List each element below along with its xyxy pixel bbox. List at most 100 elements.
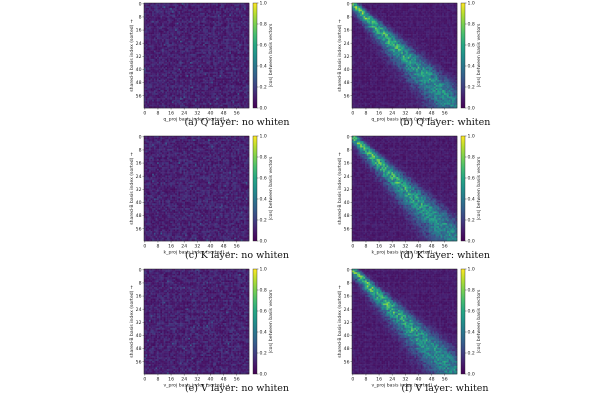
heatmap-cell	[176, 93, 179, 96]
heatmap-cell	[401, 9, 404, 12]
heatmap-cell	[430, 21, 433, 23]
heatmap-cell	[415, 11, 418, 14]
heatmap-cell	[201, 7, 204, 10]
heatmap-cell	[178, 44, 181, 46]
heatmap-cell	[358, 9, 361, 12]
heatmap-cell	[166, 99, 169, 102]
heatmap-cell	[193, 94, 196, 97]
heatmap-cell	[206, 73, 209, 76]
heatmap-cell	[199, 85, 202, 87]
heatmap-cell	[221, 53, 223, 56]
heatmap-cell	[384, 4, 387, 7]
heatmap-cell	[173, 19, 176, 22]
heatmap-cell	[147, 65, 150, 68]
heatmap-cell	[203, 106, 205, 109]
heatmap-cell	[209, 48, 212, 51]
heatmap-cell	[171, 86, 174, 89]
heatmap-cell	[155, 34, 158, 37]
heatmap-cell	[201, 93, 204, 96]
heatmap-cell	[245, 17, 248, 20]
heatmap-cell	[157, 103, 160, 105]
heatmap-cell	[204, 57, 207, 60]
heatmap-cell	[148, 40, 151, 43]
heatmap-cell	[230, 9, 233, 12]
heatmap-cell	[166, 88, 169, 91]
heatmap-cell	[193, 93, 196, 96]
heatmap-cell	[376, 17, 379, 20]
heatmap-cell	[176, 88, 179, 91]
heatmap-cell	[219, 104, 222, 107]
heatmap-cell	[237, 63, 240, 66]
heatmap-cell	[189, 104, 192, 107]
heatmap-cell	[239, 9, 242, 12]
heatmap-cell	[199, 62, 202, 64]
heatmap-cell	[409, 16, 412, 19]
heatmap-cell	[185, 91, 187, 94]
heatmap-cell	[148, 60, 151, 63]
heatmap-cell	[155, 81, 158, 84]
heatmap-cell	[144, 52, 146, 55]
heatmap-cell	[178, 66, 181, 69]
heatmap-cell	[147, 58, 150, 61]
heatmap-cell	[216, 68, 219, 71]
heatmap-cell	[191, 85, 194, 87]
heatmap-cell	[183, 39, 186, 41]
heatmap-cell	[381, 3, 384, 5]
heatmap-cell	[244, 94, 246, 97]
heatmap-cell	[201, 104, 204, 107]
heatmap-cell	[247, 9, 250, 12]
heatmap-cell	[212, 9, 215, 12]
heatmap-cell	[176, 11, 179, 14]
heatmap-cell	[181, 4, 184, 7]
heatmap-cell	[145, 44, 148, 46]
heatmap-cell	[191, 16, 194, 19]
heatmap-cell	[148, 63, 151, 66]
heatmap-cell	[399, 21, 402, 23]
heatmap-cell	[168, 32, 171, 35]
heatmap-cell	[397, 9, 400, 12]
heatmap-cell	[214, 16, 217, 19]
heatmap-cell	[383, 4, 386, 7]
heatmap-cell	[198, 98, 201, 101]
heatmap-cell	[221, 16, 223, 19]
heatmap-cell	[407, 6, 410, 9]
heatmap-cell	[445, 14, 448, 17]
heatmap-cell	[227, 98, 230, 101]
heatmap-cell	[404, 17, 407, 20]
heatmap-cell	[196, 39, 199, 41]
y-tick-label: 40	[136, 67, 142, 73]
heatmap-cell	[437, 21, 440, 23]
heatmap-cell	[429, 17, 431, 20]
heatmap-cell	[186, 12, 189, 15]
heatmap-cell	[150, 58, 153, 61]
heatmap-cell	[155, 65, 158, 68]
heatmap-cell	[181, 73, 184, 76]
heatmap-cell	[422, 12, 425, 15]
heatmap-cell	[222, 70, 225, 73]
heatmap-cell	[240, 83, 243, 86]
heatmap-cell	[158, 14, 161, 17]
heatmap-cell	[180, 39, 182, 41]
heatmap-cell	[376, 11, 379, 14]
heatmap-cell	[185, 76, 187, 79]
heatmap-cell	[237, 104, 240, 107]
heatmap-cell	[165, 78, 168, 81]
heatmap-cell	[145, 48, 148, 51]
heatmap-cell	[440, 17, 443, 20]
heatmap-cell	[211, 30, 214, 33]
heatmap-cell	[224, 9, 227, 12]
heatmap-cell	[158, 96, 161, 99]
heatmap-cell	[230, 7, 233, 10]
heatmap-cell	[158, 47, 161, 50]
heatmap-cell	[234, 47, 237, 50]
heatmap-cell	[229, 101, 232, 104]
heatmap-cell	[412, 21, 415, 23]
heatmap-cell	[199, 57, 202, 60]
heatmap-cell	[188, 27, 191, 30]
heatmap-cell	[414, 17, 417, 20]
heatmap-cell	[401, 21, 404, 23]
heatmap-cell	[222, 52, 225, 55]
heatmap-cell	[176, 66, 179, 69]
heatmap-cell	[173, 16, 176, 19]
